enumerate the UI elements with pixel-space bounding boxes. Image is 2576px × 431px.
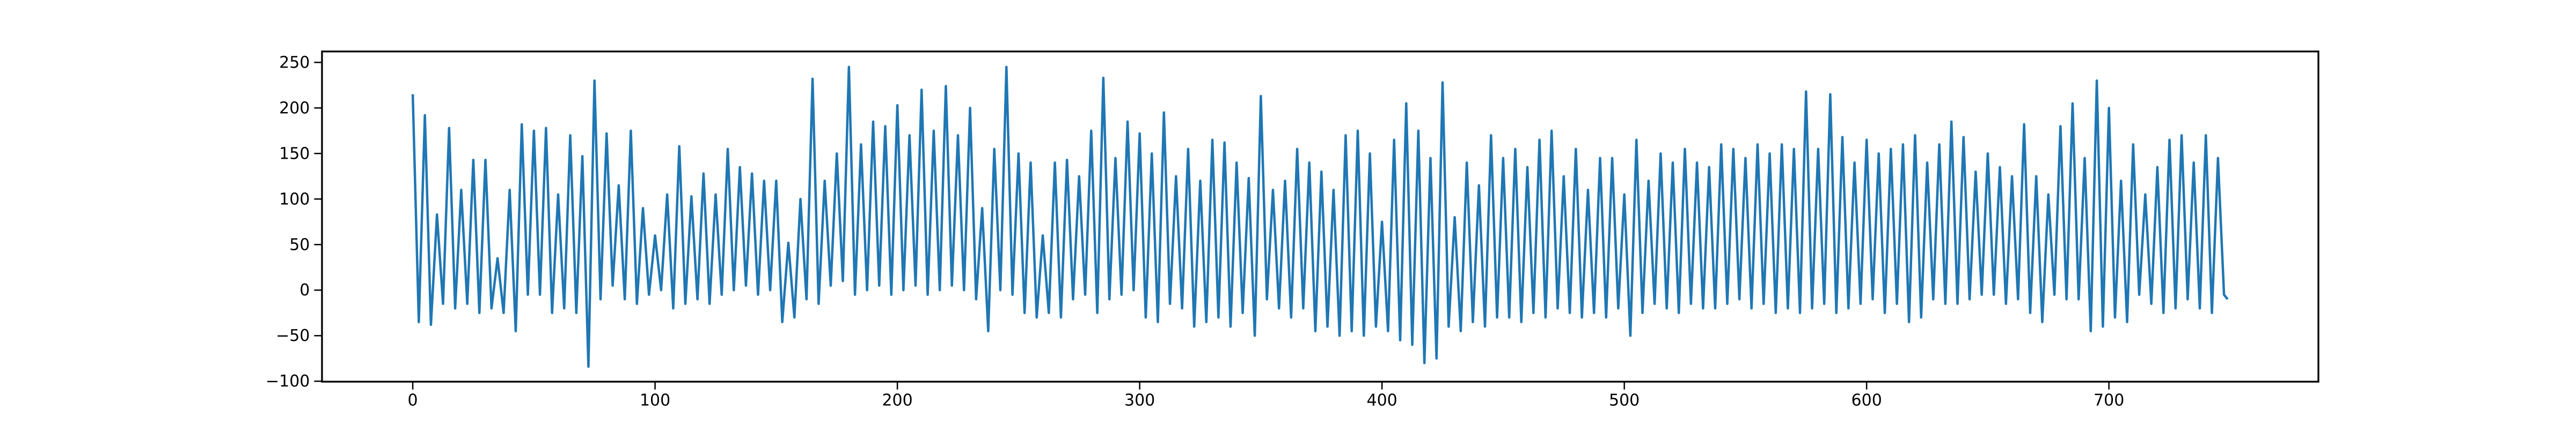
plot-area [411, 65, 2229, 368]
y-tick-label: 0 [299, 281, 310, 300]
x-tick-label: 200 [882, 391, 912, 410]
x-tick-label: 700 [2094, 391, 2124, 410]
x-tick-label: 500 [1609, 391, 1640, 410]
y-tick-label: 200 [279, 99, 310, 117]
y-tick-label: 150 [279, 144, 310, 163]
y-tick-label: −100 [266, 372, 310, 391]
y-tick-label: 250 [279, 53, 310, 72]
x-tick-label: 0 [408, 391, 418, 410]
x-tick-label: 300 [1124, 391, 1155, 410]
data-line [411, 65, 2229, 368]
x-tick-label: 100 [640, 391, 670, 410]
x-tick-label: 600 [1851, 391, 1882, 410]
y-tick-label: 100 [279, 190, 310, 209]
axes-frame [321, 50, 2319, 383]
y-tick-label: −50 [276, 326, 310, 345]
y-tick-label: 50 [289, 235, 310, 254]
x-tick-label: 400 [1367, 391, 1397, 410]
